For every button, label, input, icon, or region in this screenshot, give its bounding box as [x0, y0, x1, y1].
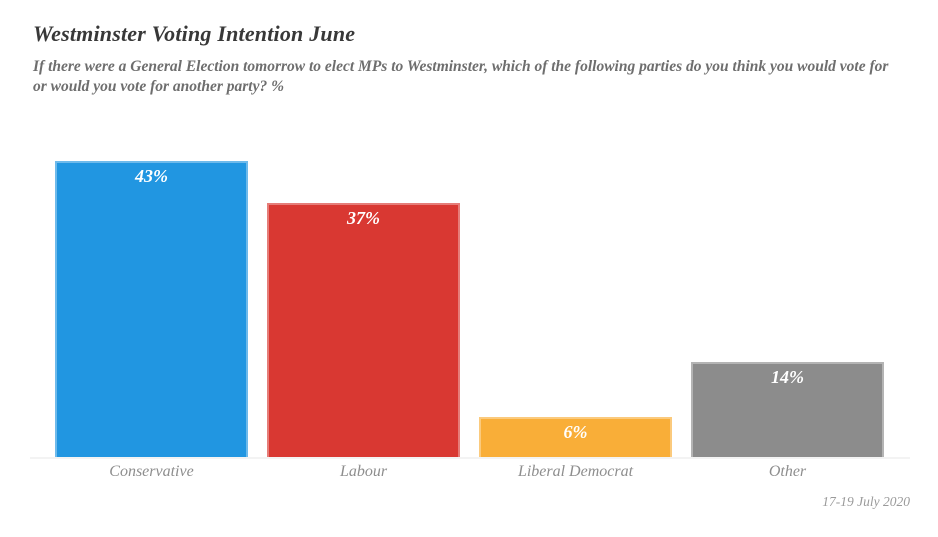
chart-subtitle: If there were a General Election tomorro…: [33, 58, 889, 95]
bar-conservative: 43%: [55, 161, 248, 459]
category-label-labour: Labour: [339, 463, 388, 480]
chart-title: Westminster Voting Intention June: [33, 21, 356, 46]
category-label-other: Other: [768, 463, 807, 480]
bar-value-label-liberal-democrat: 6%: [563, 422, 588, 442]
bar-labour: 37%: [267, 203, 460, 459]
bar-value-label-conservative: 43%: [135, 166, 168, 186]
bar-value-label-other: 14%: [771, 367, 804, 387]
bar-value-label-labour: 37%: [347, 208, 380, 228]
category-labels-row: Conservative Labour Liberal Democrat Oth…: [55, 463, 884, 481]
fieldwork-date: 17-19 July 2020: [822, 494, 910, 509]
category-label-conservative: Conservative: [109, 463, 194, 480]
bar-liberal-democrat: 6%: [479, 417, 672, 459]
x-axis-line: [30, 457, 910, 459]
bars-container: 43% 37% 6% 14%: [55, 161, 884, 459]
category-label-liberal-democrat: Liberal Democrat: [517, 463, 634, 480]
bar-other: 14%: [691, 362, 884, 459]
